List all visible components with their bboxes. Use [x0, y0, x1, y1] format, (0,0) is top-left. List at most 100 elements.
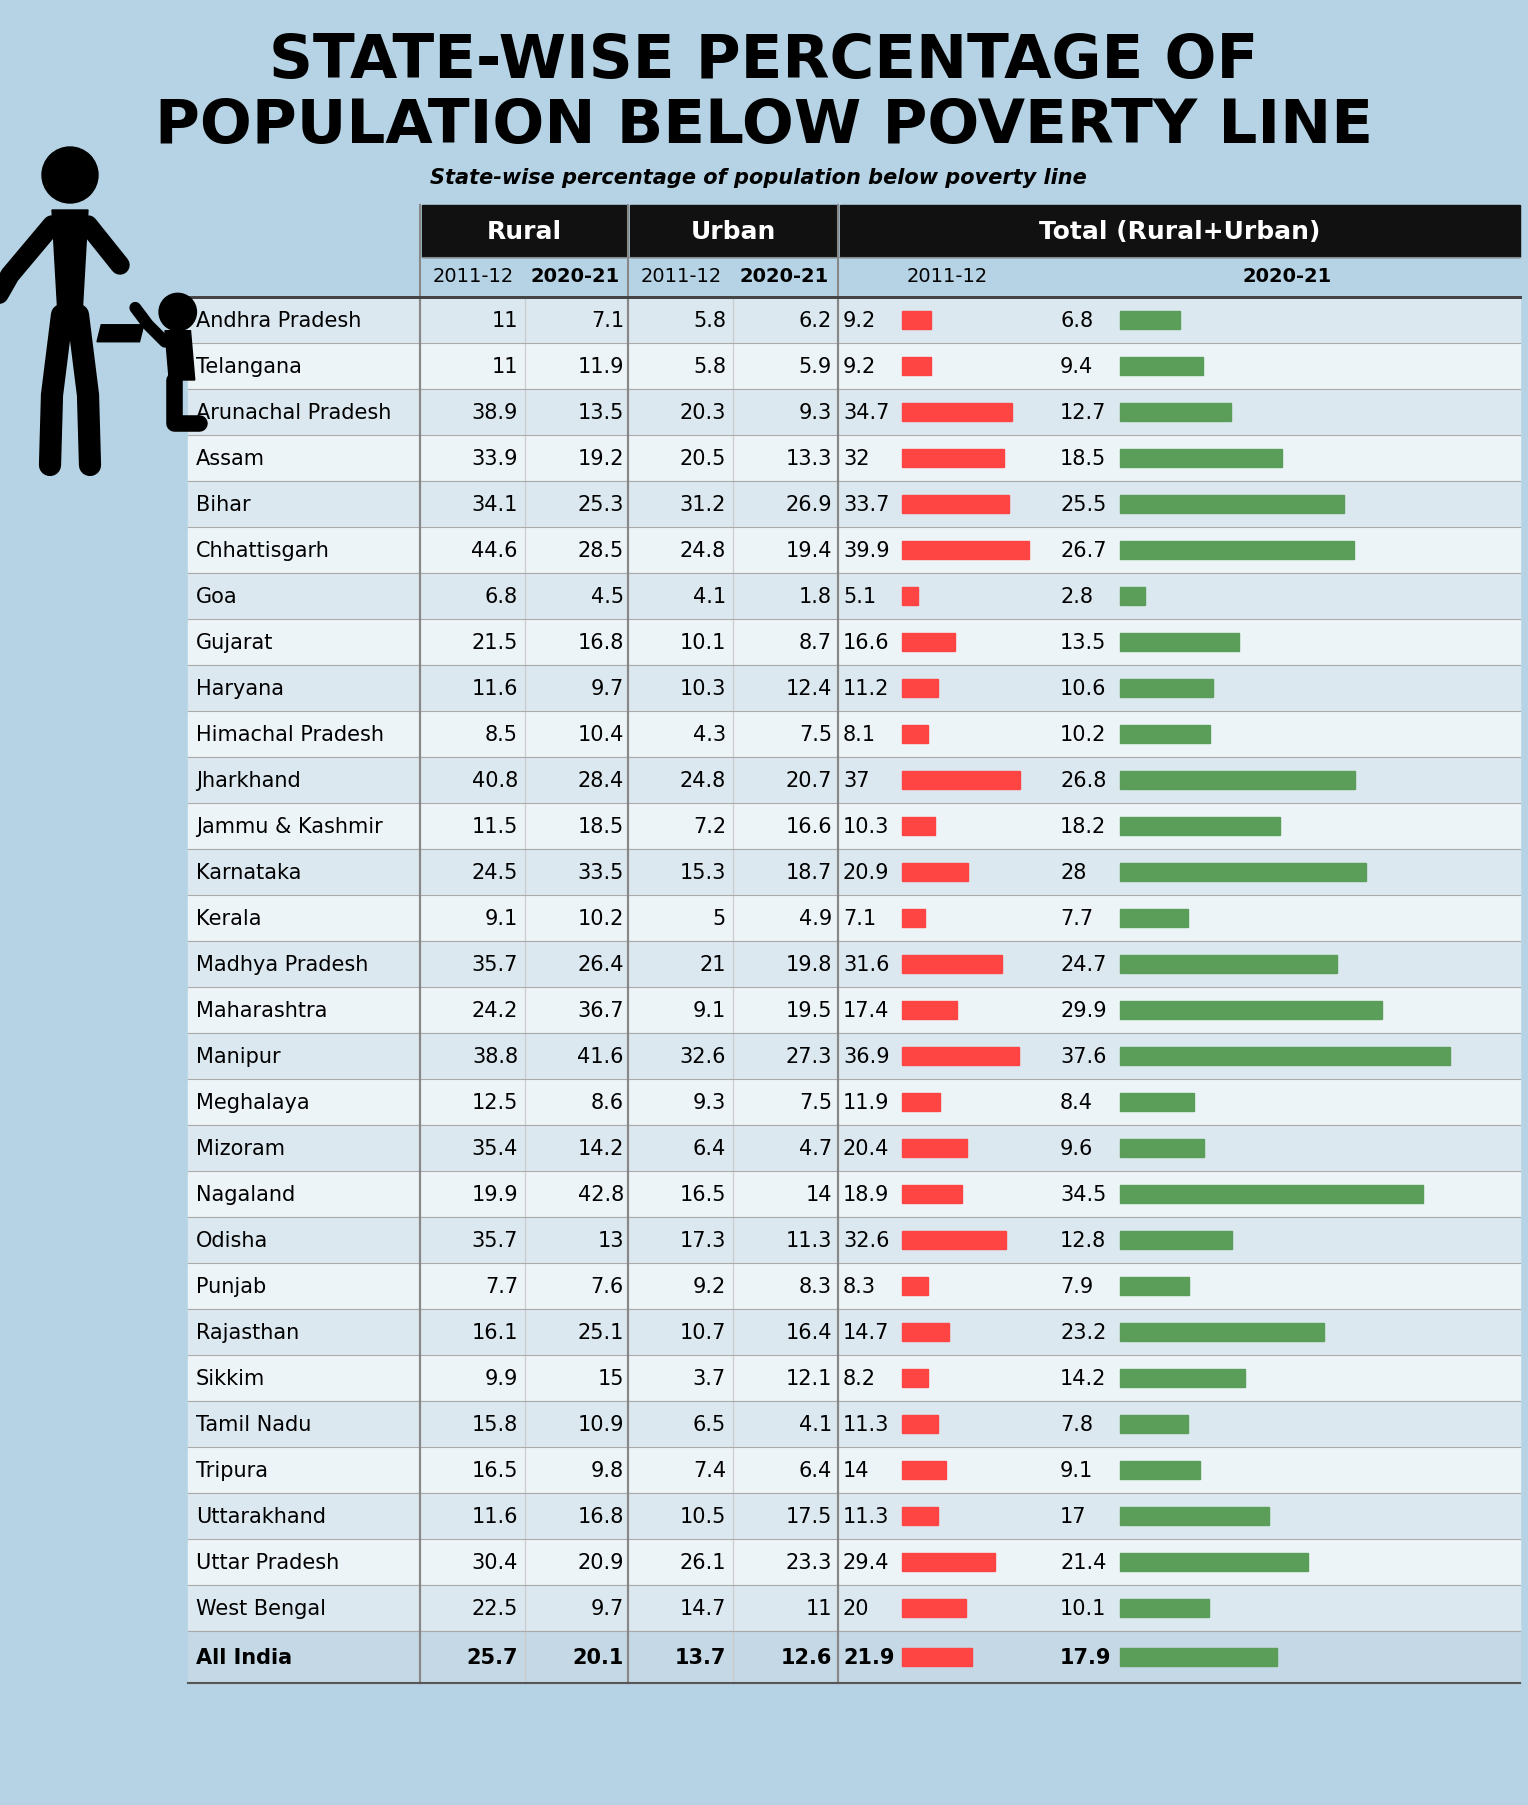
Text: STATE-WISE PERCENTAGE OF: STATE-WISE PERCENTAGE OF: [269, 31, 1259, 90]
Text: 16.8: 16.8: [578, 1505, 623, 1527]
Text: 7.8: 7.8: [1060, 1413, 1093, 1435]
Bar: [902, 771, 1019, 789]
Text: 26.4: 26.4: [578, 955, 623, 975]
Text: 10.3: 10.3: [680, 679, 726, 699]
Text: 11.9: 11.9: [843, 1092, 889, 1112]
Bar: [902, 863, 969, 881]
Bar: [1120, 542, 1354, 560]
Text: 37.6: 37.6: [1060, 1047, 1106, 1067]
Text: 10.1: 10.1: [1060, 1597, 1106, 1617]
Bar: [188, 1632, 1520, 1682]
Text: 7.4: 7.4: [692, 1460, 726, 1480]
Bar: [1120, 1323, 1323, 1341]
Bar: [188, 1401, 1520, 1448]
Bar: [1120, 634, 1239, 652]
Bar: [902, 680, 938, 697]
Text: Jharkhand: Jharkhand: [196, 771, 301, 791]
Text: 16.4: 16.4: [785, 1323, 833, 1343]
Text: 31.6: 31.6: [843, 955, 889, 975]
Text: Kerala: Kerala: [196, 908, 261, 928]
Bar: [1120, 1047, 1450, 1065]
Text: 4.9: 4.9: [799, 908, 833, 928]
Text: 4.1: 4.1: [692, 587, 726, 606]
Text: 7.7: 7.7: [1060, 908, 1093, 928]
Bar: [422, 206, 626, 258]
Text: 35.7: 35.7: [472, 955, 518, 975]
Text: 7.1: 7.1: [591, 310, 623, 330]
Text: 36.7: 36.7: [578, 1000, 623, 1020]
Text: 14.2: 14.2: [1060, 1368, 1106, 1388]
Text: 21: 21: [700, 955, 726, 975]
Text: 25.3: 25.3: [578, 495, 623, 514]
Text: 18.9: 18.9: [843, 1184, 889, 1204]
Text: 2011-12: 2011-12: [432, 267, 513, 287]
Text: 20.1: 20.1: [573, 1648, 623, 1668]
Bar: [188, 1034, 1520, 1079]
Text: 2011-12: 2011-12: [640, 267, 723, 287]
Bar: [188, 1585, 1520, 1632]
Text: 9.7: 9.7: [591, 679, 623, 699]
Bar: [188, 850, 1520, 895]
Bar: [902, 1507, 938, 1525]
Bar: [1120, 312, 1180, 330]
Text: 9.2: 9.2: [843, 357, 876, 377]
Text: 21.4: 21.4: [1060, 1552, 1106, 1572]
Bar: [188, 619, 1520, 666]
Text: 12.7: 12.7: [1060, 403, 1106, 422]
Text: 19.4: 19.4: [785, 542, 833, 561]
Text: West Bengal: West Bengal: [196, 1597, 325, 1617]
Text: State-wise percentage of population below poverty line: State-wise percentage of population belo…: [429, 168, 1086, 188]
Bar: [1120, 449, 1282, 467]
Bar: [902, 404, 1012, 422]
Text: 28: 28: [1060, 863, 1086, 883]
Text: 35.4: 35.4: [472, 1139, 518, 1159]
Text: 10.6: 10.6: [1060, 679, 1106, 699]
Bar: [630, 206, 836, 258]
Text: Uttar Pradesh: Uttar Pradesh: [196, 1552, 339, 1572]
Text: 8.3: 8.3: [799, 1276, 833, 1296]
Text: 24.5: 24.5: [472, 863, 518, 883]
Text: 8.2: 8.2: [843, 1368, 876, 1388]
Bar: [188, 1264, 1520, 1309]
Text: 26.7: 26.7: [1060, 542, 1106, 561]
Text: Uttarakhand: Uttarakhand: [196, 1505, 325, 1527]
Bar: [188, 527, 1520, 574]
Text: All India: All India: [196, 1648, 292, 1668]
Text: 11: 11: [492, 357, 518, 377]
Text: 9.3: 9.3: [799, 403, 833, 422]
Text: 4.1: 4.1: [799, 1413, 833, 1435]
Text: 17.3: 17.3: [680, 1231, 726, 1251]
Text: Andhra Pradesh: Andhra Pradesh: [196, 310, 362, 330]
Bar: [902, 312, 931, 330]
Text: 28.4: 28.4: [578, 771, 623, 791]
Bar: [902, 1599, 966, 1617]
Text: 39.9: 39.9: [843, 542, 889, 561]
Bar: [1120, 404, 1232, 422]
Text: 32.6: 32.6: [843, 1231, 889, 1251]
Text: Mizoram: Mizoram: [196, 1139, 286, 1159]
Text: 17.4: 17.4: [843, 1000, 889, 1020]
Text: Telangana: Telangana: [196, 357, 303, 377]
Text: 16.5: 16.5: [680, 1184, 726, 1204]
Text: 11.9: 11.9: [578, 357, 623, 377]
Text: 20.7: 20.7: [785, 771, 833, 791]
Text: 11.3: 11.3: [785, 1231, 833, 1251]
Polygon shape: [52, 211, 89, 316]
Text: 5.9: 5.9: [799, 357, 833, 377]
Bar: [902, 1323, 949, 1341]
Text: 24.7: 24.7: [1060, 955, 1106, 975]
Bar: [188, 1540, 1520, 1585]
Text: 9.2: 9.2: [843, 310, 876, 330]
Text: 3.7: 3.7: [692, 1368, 726, 1388]
Circle shape: [159, 294, 197, 332]
Circle shape: [41, 148, 98, 204]
Text: Madhya Pradesh: Madhya Pradesh: [196, 955, 368, 975]
Text: 34.5: 34.5: [1060, 1184, 1106, 1204]
Bar: [1120, 1186, 1423, 1204]
Text: 24.8: 24.8: [680, 542, 726, 561]
Text: 40.8: 40.8: [472, 771, 518, 791]
Text: 11: 11: [805, 1597, 833, 1617]
Bar: [188, 1171, 1520, 1217]
Text: 14: 14: [805, 1184, 833, 1204]
Text: 14: 14: [843, 1460, 869, 1480]
